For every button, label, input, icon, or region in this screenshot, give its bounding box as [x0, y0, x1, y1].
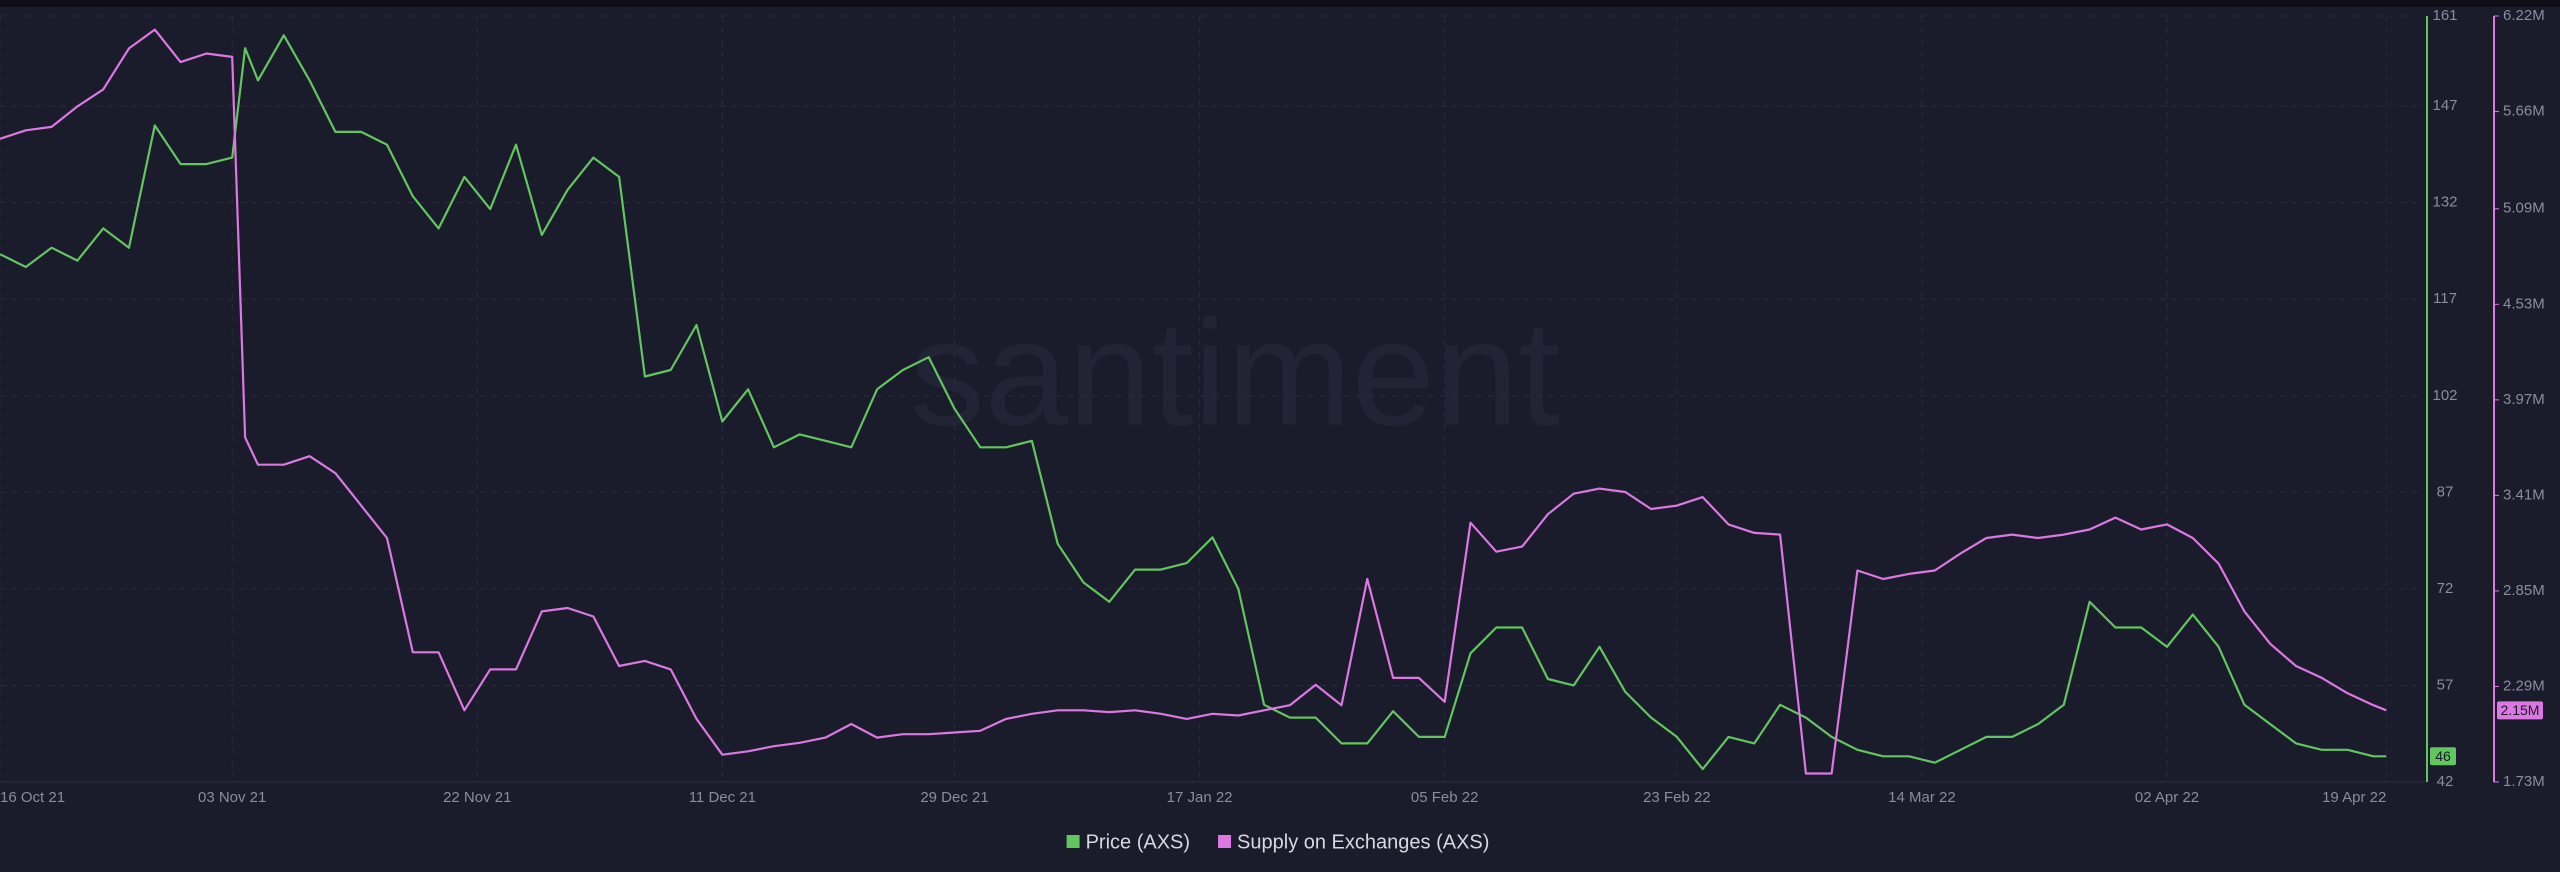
- x-tick-label: 11 Dec 21: [689, 789, 756, 806]
- series-line: [0, 34, 2387, 771]
- y-tick-label: 132: [2432, 194, 2457, 211]
- y2-tick-label: 3.97M: [2503, 391, 2545, 408]
- y2-tick-label: 2.85M: [2503, 582, 2545, 599]
- y2-tick-label: 4.53M: [2503, 295, 2545, 312]
- x-tick-label: 14 Mar 22: [1888, 789, 1956, 806]
- last-value-label: 46: [2435, 748, 2451, 764]
- legend-swatch: [1218, 835, 1232, 848]
- y2-tick-label: 1.73M: [2503, 773, 2545, 790]
- y2-tick-label: 6.22M: [2503, 7, 2545, 24]
- y2-tick-label: 5.66M: [2503, 103, 2545, 120]
- y-tick-label: 117: [2433, 290, 2457, 307]
- y2-tick-label: 3.41M: [2503, 486, 2545, 503]
- y-tick-label: 161: [2432, 7, 2457, 24]
- legend-swatch: [1066, 835, 1080, 848]
- last-value-label: 2.15M: [2501, 702, 2540, 718]
- y-tick-label: 87: [2437, 483, 2454, 500]
- last-value-badge: [2430, 747, 2456, 766]
- y-tick-label: 147: [2432, 97, 2457, 114]
- y-tick-label: 57: [2437, 676, 2454, 693]
- y-tick-label: 42: [2437, 773, 2454, 790]
- legend-label: Supply on Exchanges (AXS): [1237, 831, 1489, 853]
- x-tick-label: 05 Feb 22: [1411, 789, 1479, 806]
- y2-tick-label: 2.29M: [2503, 677, 2545, 694]
- x-tick-label: 16 Oct 21: [0, 789, 65, 806]
- legend: Price (AXS) Supply on Exchanges (AXS): [1066, 831, 1489, 853]
- top-bar: [0, 0, 2560, 7]
- x-tick-label: 23 Feb 22: [1643, 789, 1711, 806]
- watermark: santiment: [910, 289, 1560, 457]
- y-tick-label: 102: [2432, 387, 2457, 404]
- x-tick-label: 29 Dec 21: [920, 789, 988, 806]
- last-value-badge: [2497, 701, 2543, 720]
- x-tick-label: 17 Jan 22: [1167, 789, 1233, 806]
- x-tick-label: 22 Nov 21: [443, 789, 511, 806]
- x-tick-label: 19 Apr 22: [2322, 789, 2386, 806]
- x-tick-label: 03 Nov 21: [198, 789, 266, 806]
- y2-tick-label: 5.09M: [2503, 200, 2545, 217]
- y-tick-label: 72: [2437, 580, 2454, 597]
- x-tick-label: 02 Apr 22: [2135, 789, 2199, 806]
- legend-label: Price (AXS): [1086, 831, 1190, 853]
- series-line: [0, 28, 2387, 775]
